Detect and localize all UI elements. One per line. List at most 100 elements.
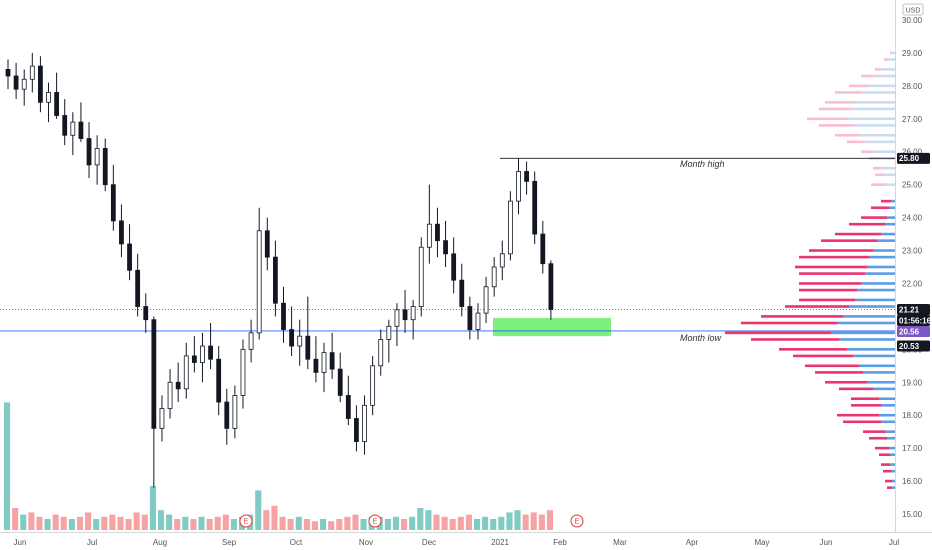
candle-body[interactable] (167, 381, 173, 410)
candle-body[interactable] (524, 171, 529, 182)
candle-body[interactable] (499, 253, 505, 268)
price-badge-label: 25.80 (899, 154, 920, 163)
earnings-marker[interactable] (570, 514, 584, 528)
vp-bar-down (809, 249, 873, 252)
candle-body[interactable] (5, 69, 11, 77)
candle-body[interactable] (370, 365, 376, 406)
candle-body[interactable] (224, 401, 230, 429)
candle-body[interactable] (264, 230, 270, 258)
currency-box[interactable] (902, 3, 924, 16)
vp-bar-up (879, 413, 895, 417)
candle-body[interactable] (151, 319, 157, 429)
candle-body[interactable] (191, 355, 197, 363)
candle-body[interactable] (272, 256, 278, 304)
candle-body[interactable] (491, 266, 497, 288)
vp-bar-down (821, 239, 877, 242)
candle-body[interactable] (354, 418, 359, 442)
candle-body[interactable] (70, 121, 76, 136)
candle-body[interactable] (175, 381, 181, 390)
candle-body[interactable] (451, 253, 457, 281)
vp-bar-down (835, 133, 859, 137)
earnings-marker[interactable] (368, 514, 382, 528)
candle-body[interactable] (386, 325, 392, 340)
earnings-marker-label: E (575, 519, 580, 526)
candle-body[interactable] (86, 138, 92, 166)
volume-bar (125, 519, 132, 530)
candle-body[interactable] (321, 352, 327, 373)
candle-body[interactable] (426, 223, 432, 248)
candle-body[interactable] (337, 368, 343, 396)
x-tick-label: Nov (359, 538, 373, 547)
candle-body[interactable] (435, 223, 440, 242)
candle-body[interactable] (216, 358, 222, 403)
candle-body[interactable] (46, 92, 51, 103)
candle-body[interactable] (402, 309, 408, 321)
candle-body[interactable] (200, 345, 205, 363)
candle-body[interactable] (102, 148, 108, 186)
candle-body[interactable] (378, 339, 384, 367)
vp-bar-down (861, 150, 873, 154)
candle-body[interactable] (548, 263, 554, 310)
vp-bar-up (861, 91, 895, 94)
volume-bar (109, 514, 116, 530)
candle-body[interactable] (362, 404, 367, 442)
x-tick-label: Dec (422, 538, 436, 547)
candle-body[interactable] (208, 345, 213, 360)
candle-body[interactable] (127, 243, 132, 271)
candle-body[interactable] (143, 306, 149, 321)
candle-body[interactable] (475, 312, 481, 330)
volume-bar (311, 521, 319, 530)
earnings-marker[interactable] (239, 514, 253, 528)
candle-body[interactable] (313, 358, 319, 373)
candle-body[interactable] (256, 230, 262, 334)
candle-body[interactable] (507, 200, 513, 255)
candle-body[interactable] (540, 233, 546, 265)
candle-body[interactable] (13, 75, 19, 90)
candle-body[interactable] (232, 395, 238, 429)
candle-body[interactable] (183, 355, 189, 390)
candle-body[interactable] (62, 115, 68, 136)
candle-body[interactable] (418, 246, 424, 307)
candle-body[interactable] (54, 92, 60, 116)
candle-body[interactable] (345, 395, 351, 419)
candle-body[interactable] (110, 184, 116, 222)
volume-bar (198, 516, 205, 530)
candle-body[interactable] (443, 240, 448, 255)
candle-body[interactable] (289, 329, 295, 347)
candle-body[interactable] (329, 352, 335, 370)
candle-body[interactable] (240, 348, 246, 396)
volume-bar (514, 510, 521, 530)
candle-body[interactable] (467, 306, 473, 330)
candle-body[interactable] (21, 78, 27, 90)
volume-bar (182, 516, 189, 530)
vp-bar-up (887, 216, 895, 219)
candle-body[interactable] (516, 171, 521, 202)
candle-body[interactable] (94, 148, 100, 166)
candle-body[interactable] (29, 65, 35, 80)
candle-body[interactable] (281, 302, 286, 330)
candle-body[interactable] (532, 180, 538, 235)
candle-body[interactable] (119, 220, 124, 245)
volume-profile (725, 51, 895, 489)
candle-body[interactable] (410, 306, 416, 321)
candle-body[interactable] (78, 121, 84, 139)
vp-bar-up (843, 315, 895, 318)
candles[interactable] (5, 52, 554, 488)
candle-body[interactable] (459, 279, 465, 307)
candle-body[interactable] (297, 335, 303, 347)
candle-body[interactable] (135, 269, 141, 307)
vp-bar-down (871, 206, 889, 210)
volume-bar (490, 519, 497, 530)
candle-body[interactable] (305, 335, 311, 360)
candle-body[interactable] (483, 286, 489, 314)
candle-body[interactable] (38, 65, 43, 103)
candle-body[interactable] (394, 309, 400, 327)
vp-bar-down (849, 84, 867, 88)
month-low-label: Month low (680, 333, 722, 343)
price-badge-label: 21.21 (899, 305, 920, 314)
level-lines (0, 157, 895, 332)
candle-body[interactable] (159, 408, 165, 429)
candle-body[interactable] (248, 332, 254, 350)
